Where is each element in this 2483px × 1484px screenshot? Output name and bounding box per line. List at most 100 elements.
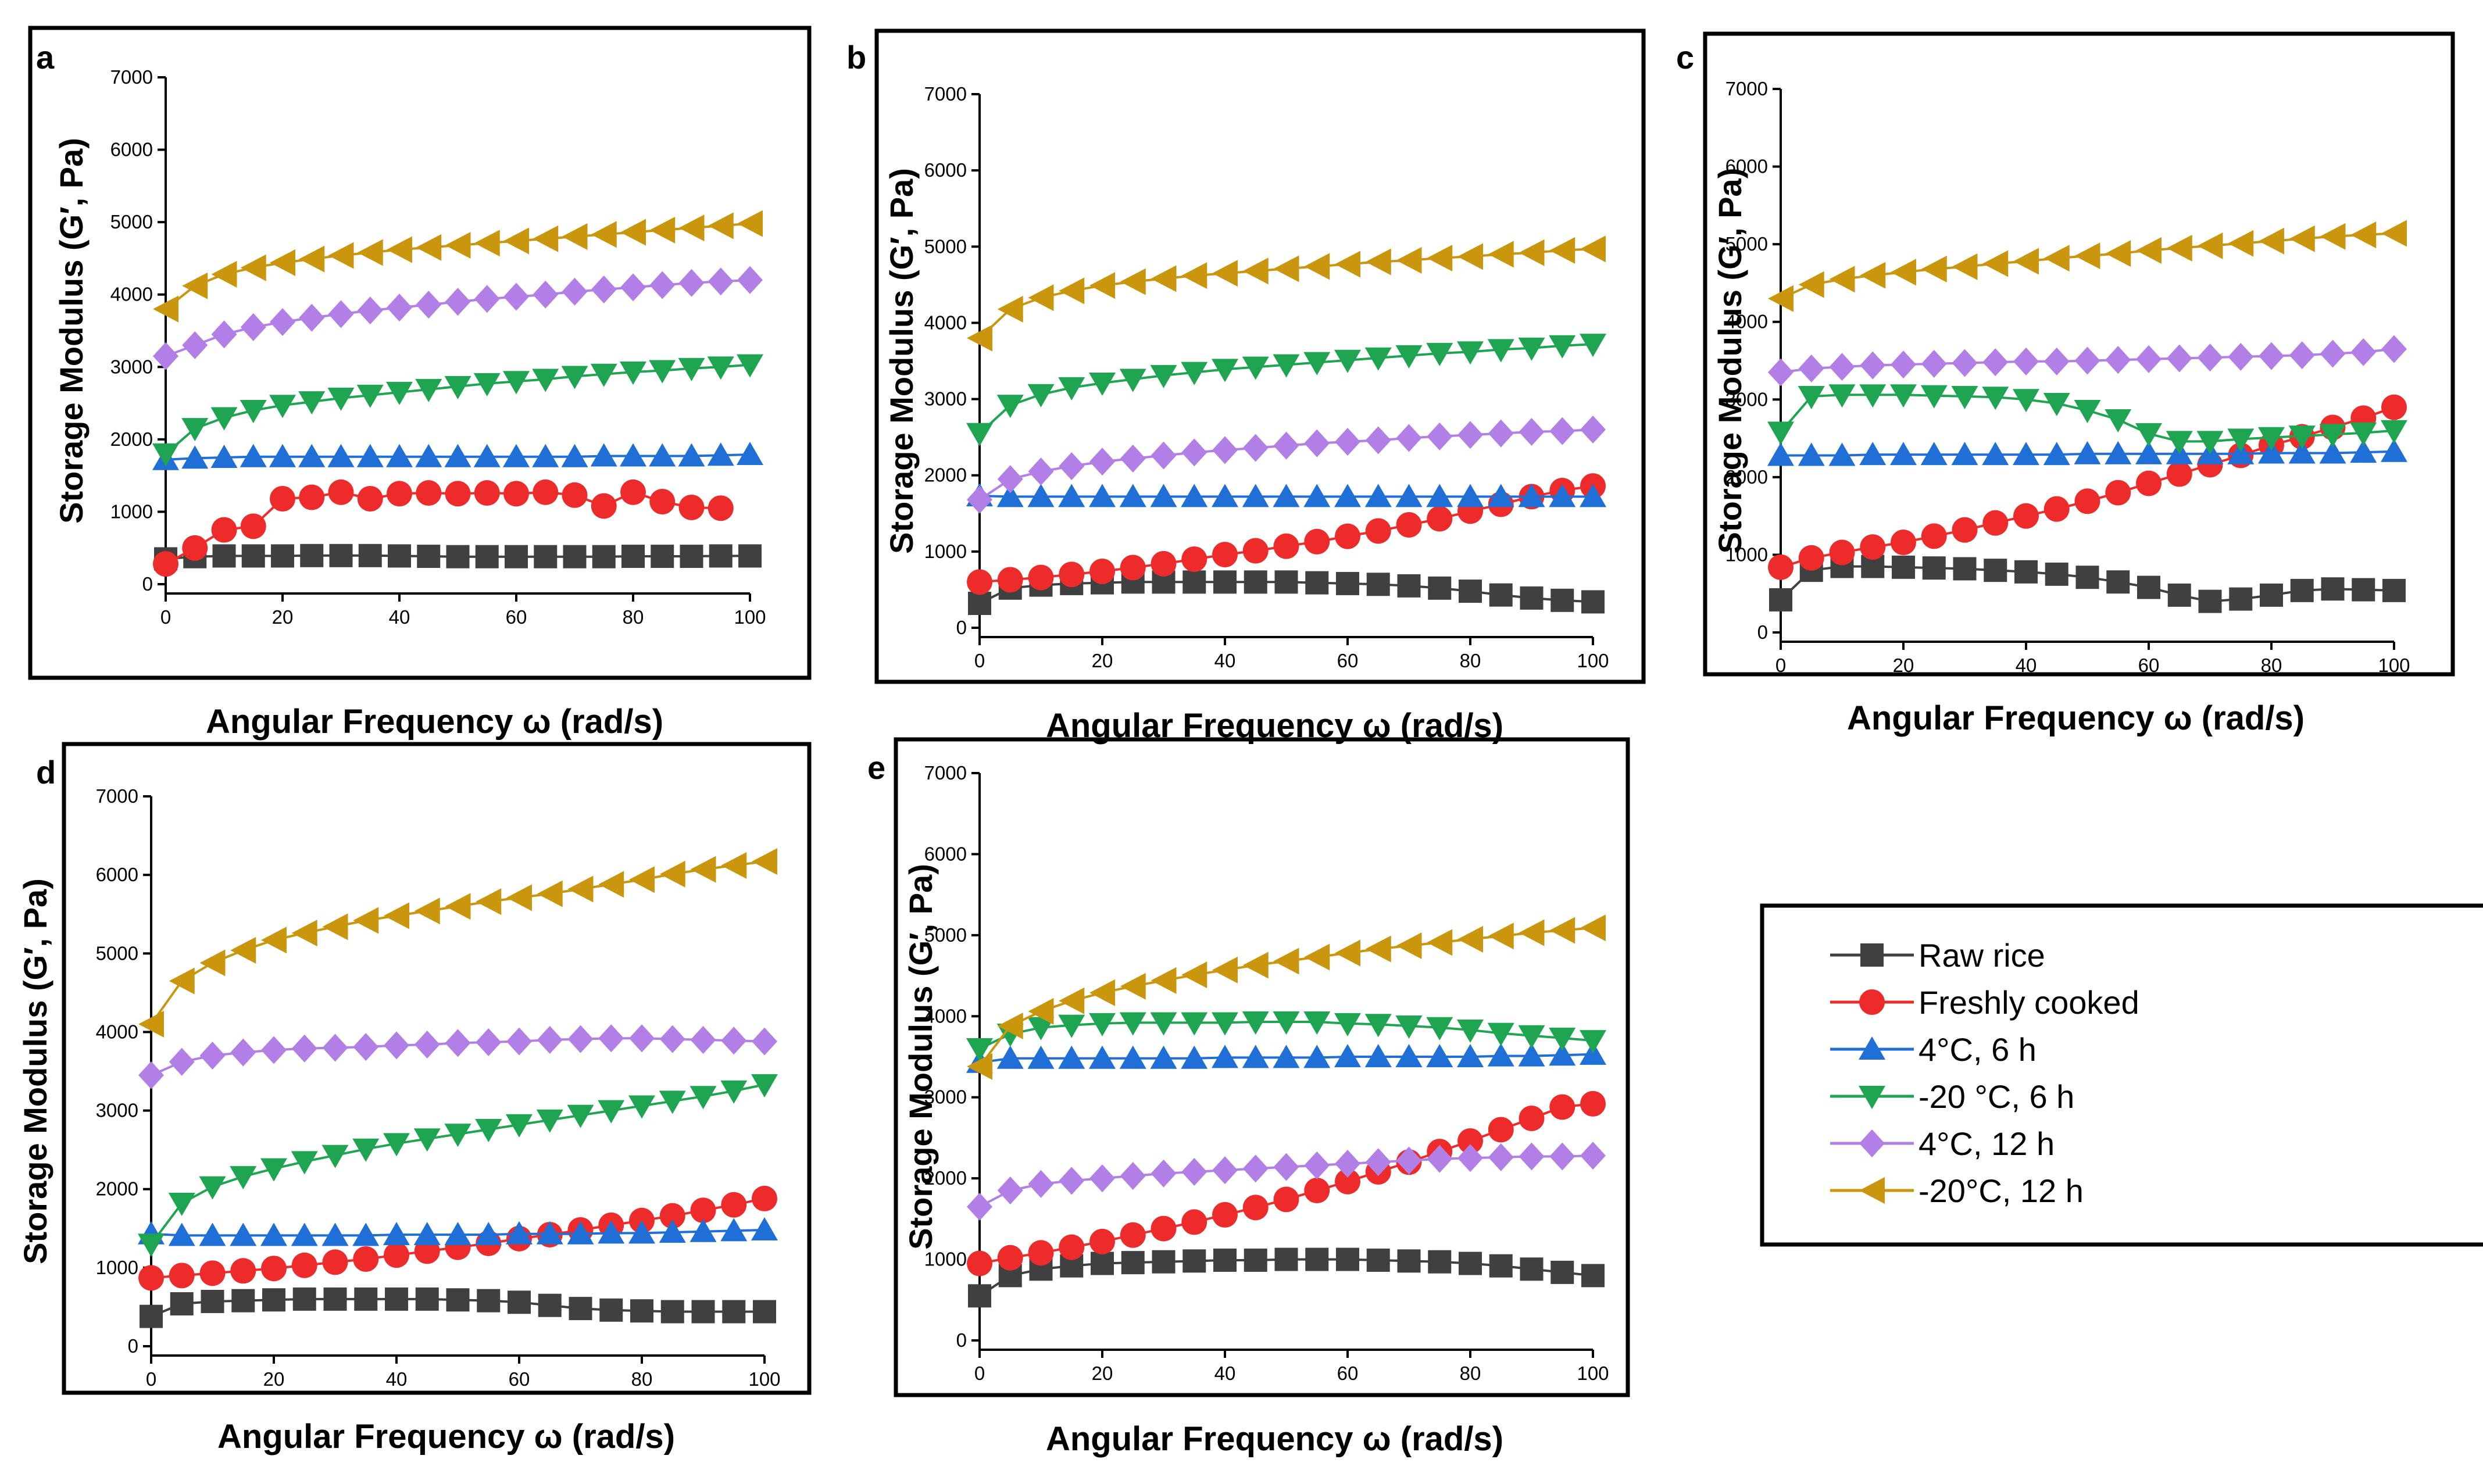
data-point (1151, 1215, 1177, 1242)
data-point (628, 1095, 655, 1119)
legend-label: -20 °C, 6 h (1918, 1078, 2074, 1115)
data-point (1151, 441, 1177, 470)
data-point (152, 443, 179, 467)
x-tick-label: 0 (146, 1368, 156, 1390)
data-point (737, 266, 763, 294)
data-point (1549, 1042, 1576, 1066)
data-point (1242, 1195, 1269, 1221)
data-point (384, 1242, 409, 1268)
data-point (1364, 484, 1392, 507)
series-Raw rice (1769, 555, 2406, 613)
data-point (169, 1263, 195, 1289)
data-point (1212, 484, 1238, 507)
data-point (1273, 484, 1300, 507)
series-Raw rice (140, 1287, 776, 1328)
y-tick-label: 0 (1757, 621, 1768, 643)
y-tick-label: 4000 (96, 1021, 138, 1042)
y-tick-label: 2000 (96, 1178, 138, 1200)
data-point (445, 232, 471, 259)
data-point (445, 1029, 471, 1057)
x-tick-label: 20 (1092, 650, 1113, 671)
data-point (1089, 979, 1115, 1006)
data-point (169, 1047, 195, 1076)
data-point (353, 1033, 379, 1061)
data-point (2320, 223, 2346, 250)
data-point (1952, 517, 1978, 543)
data-point (1768, 358, 1794, 387)
data-point (1951, 442, 1978, 466)
data-point (1334, 1013, 1361, 1036)
panel-c: c 0 1000 2000 3000 4000 5000 6000 7000 0 20 40 60 80 1… (1676, 31, 2455, 737)
data-point (737, 210, 763, 237)
data-point (413, 1128, 441, 1152)
data-point (2166, 234, 2192, 262)
data-point (1028, 997, 1054, 1025)
data-point (709, 544, 733, 568)
data-point (1396, 424, 1422, 452)
data-point (1457, 341, 1484, 365)
series--20 °C, 6 h (966, 334, 1606, 446)
data-point (1151, 550, 1177, 577)
data-point (2352, 578, 2375, 602)
data-point (2259, 342, 2284, 370)
data-point (561, 444, 588, 467)
data-point (506, 884, 532, 911)
data-point (1518, 337, 1545, 361)
data-point (138, 1061, 164, 1089)
data-point (2228, 230, 2254, 257)
data-point (751, 1074, 778, 1097)
data-point (328, 479, 354, 505)
data-point (1151, 265, 1177, 292)
data-point (270, 308, 295, 337)
data-point (1213, 1248, 1237, 1272)
data-point (322, 1034, 348, 1062)
data-point (1549, 484, 1576, 507)
data-point (690, 1197, 716, 1224)
data-point (1922, 556, 1946, 580)
data-point (1212, 260, 1238, 287)
data-point (168, 1193, 195, 1217)
data-point (591, 275, 617, 303)
data-point (721, 1192, 747, 1218)
data-point (1365, 426, 1391, 455)
data-point (475, 1222, 502, 1246)
data-point (2381, 394, 2407, 420)
data-point (1829, 539, 1855, 566)
data-point (2014, 560, 2038, 584)
data-point (1488, 1117, 1514, 1143)
y-tick-label: 7000 (924, 83, 967, 105)
data-point (1921, 349, 1947, 378)
y-tick-label: 0 (142, 573, 153, 595)
y-tick-label: 1000 (924, 541, 967, 562)
data-point (1549, 1027, 1576, 1051)
data-point (327, 444, 355, 467)
data-point (2290, 578, 2314, 602)
data-point (261, 1256, 287, 1282)
data-point (690, 1025, 716, 1054)
legend-marker (1859, 1177, 1885, 1204)
data-point (538, 1293, 562, 1317)
series-Raw rice (968, 570, 1605, 616)
data-point (2136, 345, 2162, 373)
data-point (1028, 1240, 1054, 1266)
data-point (2198, 589, 2222, 613)
data-point (1982, 348, 2009, 377)
data-point (168, 1222, 195, 1246)
data-point (1457, 925, 1483, 953)
data-point (2289, 341, 2315, 370)
data-point (1550, 588, 1574, 612)
data-point (590, 363, 617, 387)
data-point (1951, 385, 1978, 409)
data-point (598, 1220, 625, 1244)
data-point (1395, 1015, 1423, 1039)
data-point (1487, 339, 1514, 363)
data-point (1396, 512, 1422, 538)
data-point (1396, 932, 1422, 959)
data-point (2350, 221, 2377, 249)
data-point (659, 860, 685, 888)
data-point (1274, 1247, 1298, 1271)
data-point (1580, 416, 1606, 444)
data-point (1213, 570, 1237, 594)
data-point (386, 381, 413, 405)
data-point (1580, 334, 1606, 357)
